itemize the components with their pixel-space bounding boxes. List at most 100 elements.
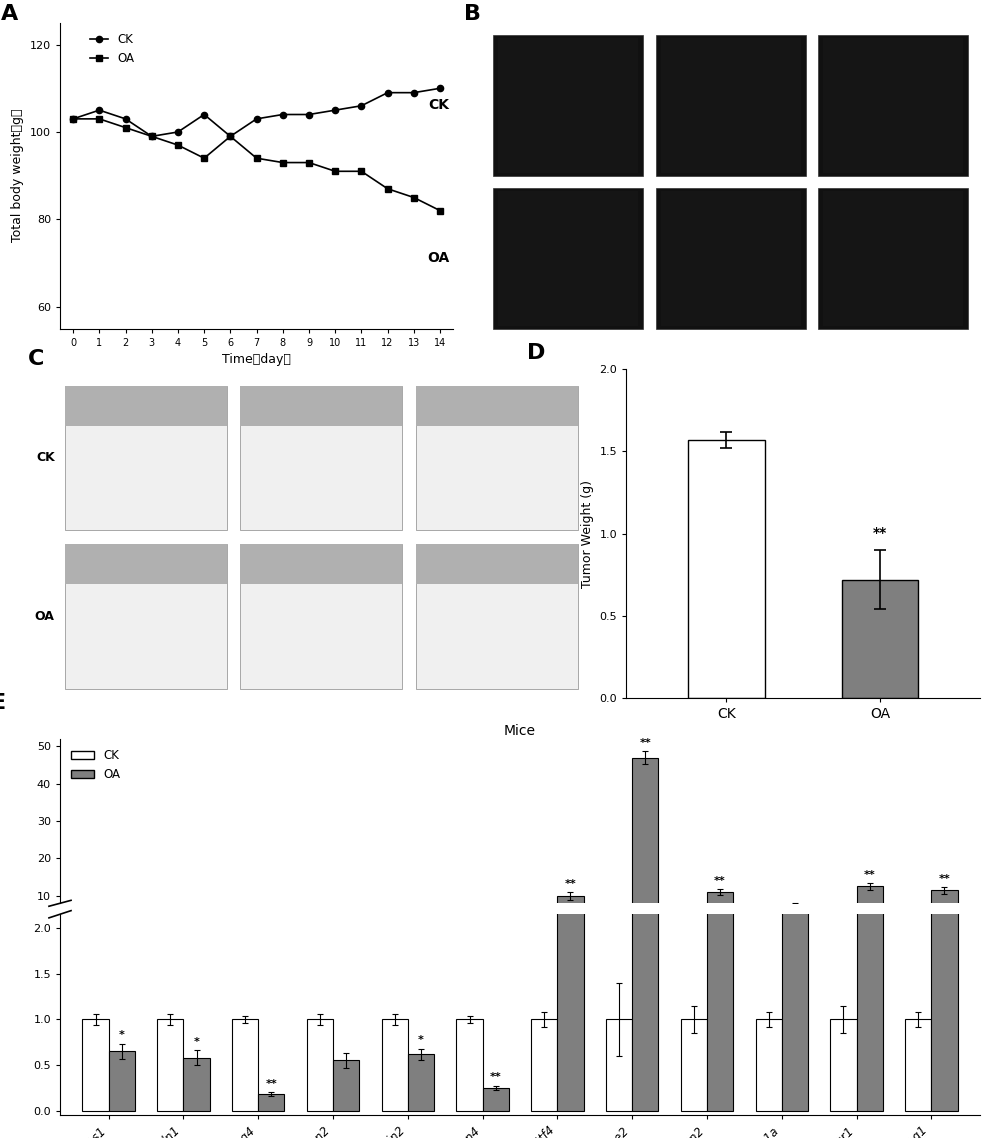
Text: E: E (0, 693, 6, 712)
OA (120, 121, 132, 134)
Bar (857, 0, 883, 1111)
Bar (333, 931, 359, 933)
CK (329, 104, 341, 117)
Bar (707, 892, 733, 933)
OA (382, 182, 394, 196)
Bar (232, 930, 258, 933)
CK (172, 125, 184, 139)
Bar (818, 188, 968, 329)
Bar (416, 386, 578, 426)
Bar (905, 930, 931, 933)
Bar (823, 38, 963, 173)
Bar (483, 1088, 509, 1111)
Text: **: ** (639, 737, 651, 748)
Bar (681, 930, 707, 933)
OA (303, 156, 315, 170)
Text: **: ** (939, 874, 950, 884)
Bar (109, 931, 135, 933)
Bar (688, 440, 765, 699)
Bar (782, 426, 808, 1111)
Title: Mice: Mice (504, 724, 536, 737)
Text: C: C (28, 349, 45, 369)
Bar (109, 1052, 135, 1111)
Bar (493, 188, 643, 329)
Bar (661, 191, 801, 325)
Bar (756, 930, 782, 933)
Bar (183, 931, 210, 933)
OA (198, 151, 210, 165)
Bar (240, 386, 402, 426)
Text: **: ** (490, 1072, 502, 1082)
Bar (416, 544, 578, 584)
Bar (531, 1020, 557, 1111)
Bar (681, 1020, 707, 1111)
OA (67, 112, 79, 125)
Bar (382, 1020, 408, 1111)
OA (434, 204, 446, 217)
Bar (333, 1061, 359, 1111)
Bar (756, 1020, 782, 1111)
Bar (307, 930, 333, 933)
Text: **: ** (873, 526, 887, 541)
Text: OA: OA (427, 251, 449, 265)
Bar (456, 1020, 483, 1111)
CK (408, 85, 420, 99)
CK (93, 104, 105, 117)
Text: *: * (194, 1037, 199, 1047)
OA (172, 138, 184, 151)
Text: OA: OA (35, 610, 55, 622)
Text: *: * (418, 1034, 424, 1045)
Bar (416, 544, 578, 688)
OA (277, 156, 289, 170)
Text: **: ** (864, 871, 876, 880)
Bar (656, 188, 806, 329)
Legend: CK, OA: CK, OA (66, 744, 125, 786)
CK (146, 130, 158, 143)
Y-axis label: Total body weight（g）: Total body weight（g） (11, 109, 24, 242)
Text: B: B (464, 5, 481, 24)
Bar (632, 0, 658, 1111)
Text: A: A (1, 5, 18, 24)
Text: D: D (527, 343, 545, 363)
Bar (82, 930, 109, 933)
CK (251, 112, 263, 125)
Bar (258, 1095, 284, 1111)
Bar (493, 35, 643, 175)
Bar (931, 60, 958, 1111)
OA (355, 165, 367, 179)
Text: CK: CK (428, 98, 449, 113)
Bar (65, 544, 227, 688)
CK (198, 108, 210, 122)
Bar (857, 887, 883, 933)
Text: **: ** (714, 876, 726, 887)
Bar (531, 930, 557, 933)
Bar (382, 930, 408, 933)
Bar (632, 758, 658, 933)
Bar (408, 931, 434, 933)
X-axis label: Time（day）: Time（day） (222, 353, 291, 366)
Bar (157, 1020, 183, 1111)
Bar (240, 544, 402, 688)
CK (382, 85, 394, 99)
Line: CK: CK (70, 85, 443, 140)
CK (277, 108, 289, 122)
OA (93, 112, 105, 125)
Bar (931, 890, 958, 933)
OA (224, 130, 236, 143)
Bar (842, 580, 918, 699)
CK (120, 112, 132, 125)
Bar (557, 197, 584, 1111)
Text: **: ** (565, 879, 576, 889)
Bar (818, 35, 968, 175)
Text: CK: CK (36, 452, 55, 464)
Bar (830, 1020, 857, 1111)
OA (408, 191, 420, 205)
Legend: CK, OA: CK, OA (86, 28, 139, 71)
Bar (232, 1020, 258, 1111)
Bar (65, 386, 227, 530)
Bar (606, 930, 632, 933)
Bar (65, 386, 227, 426)
Bar (183, 1057, 210, 1111)
OA (146, 130, 158, 143)
CK (355, 99, 367, 113)
